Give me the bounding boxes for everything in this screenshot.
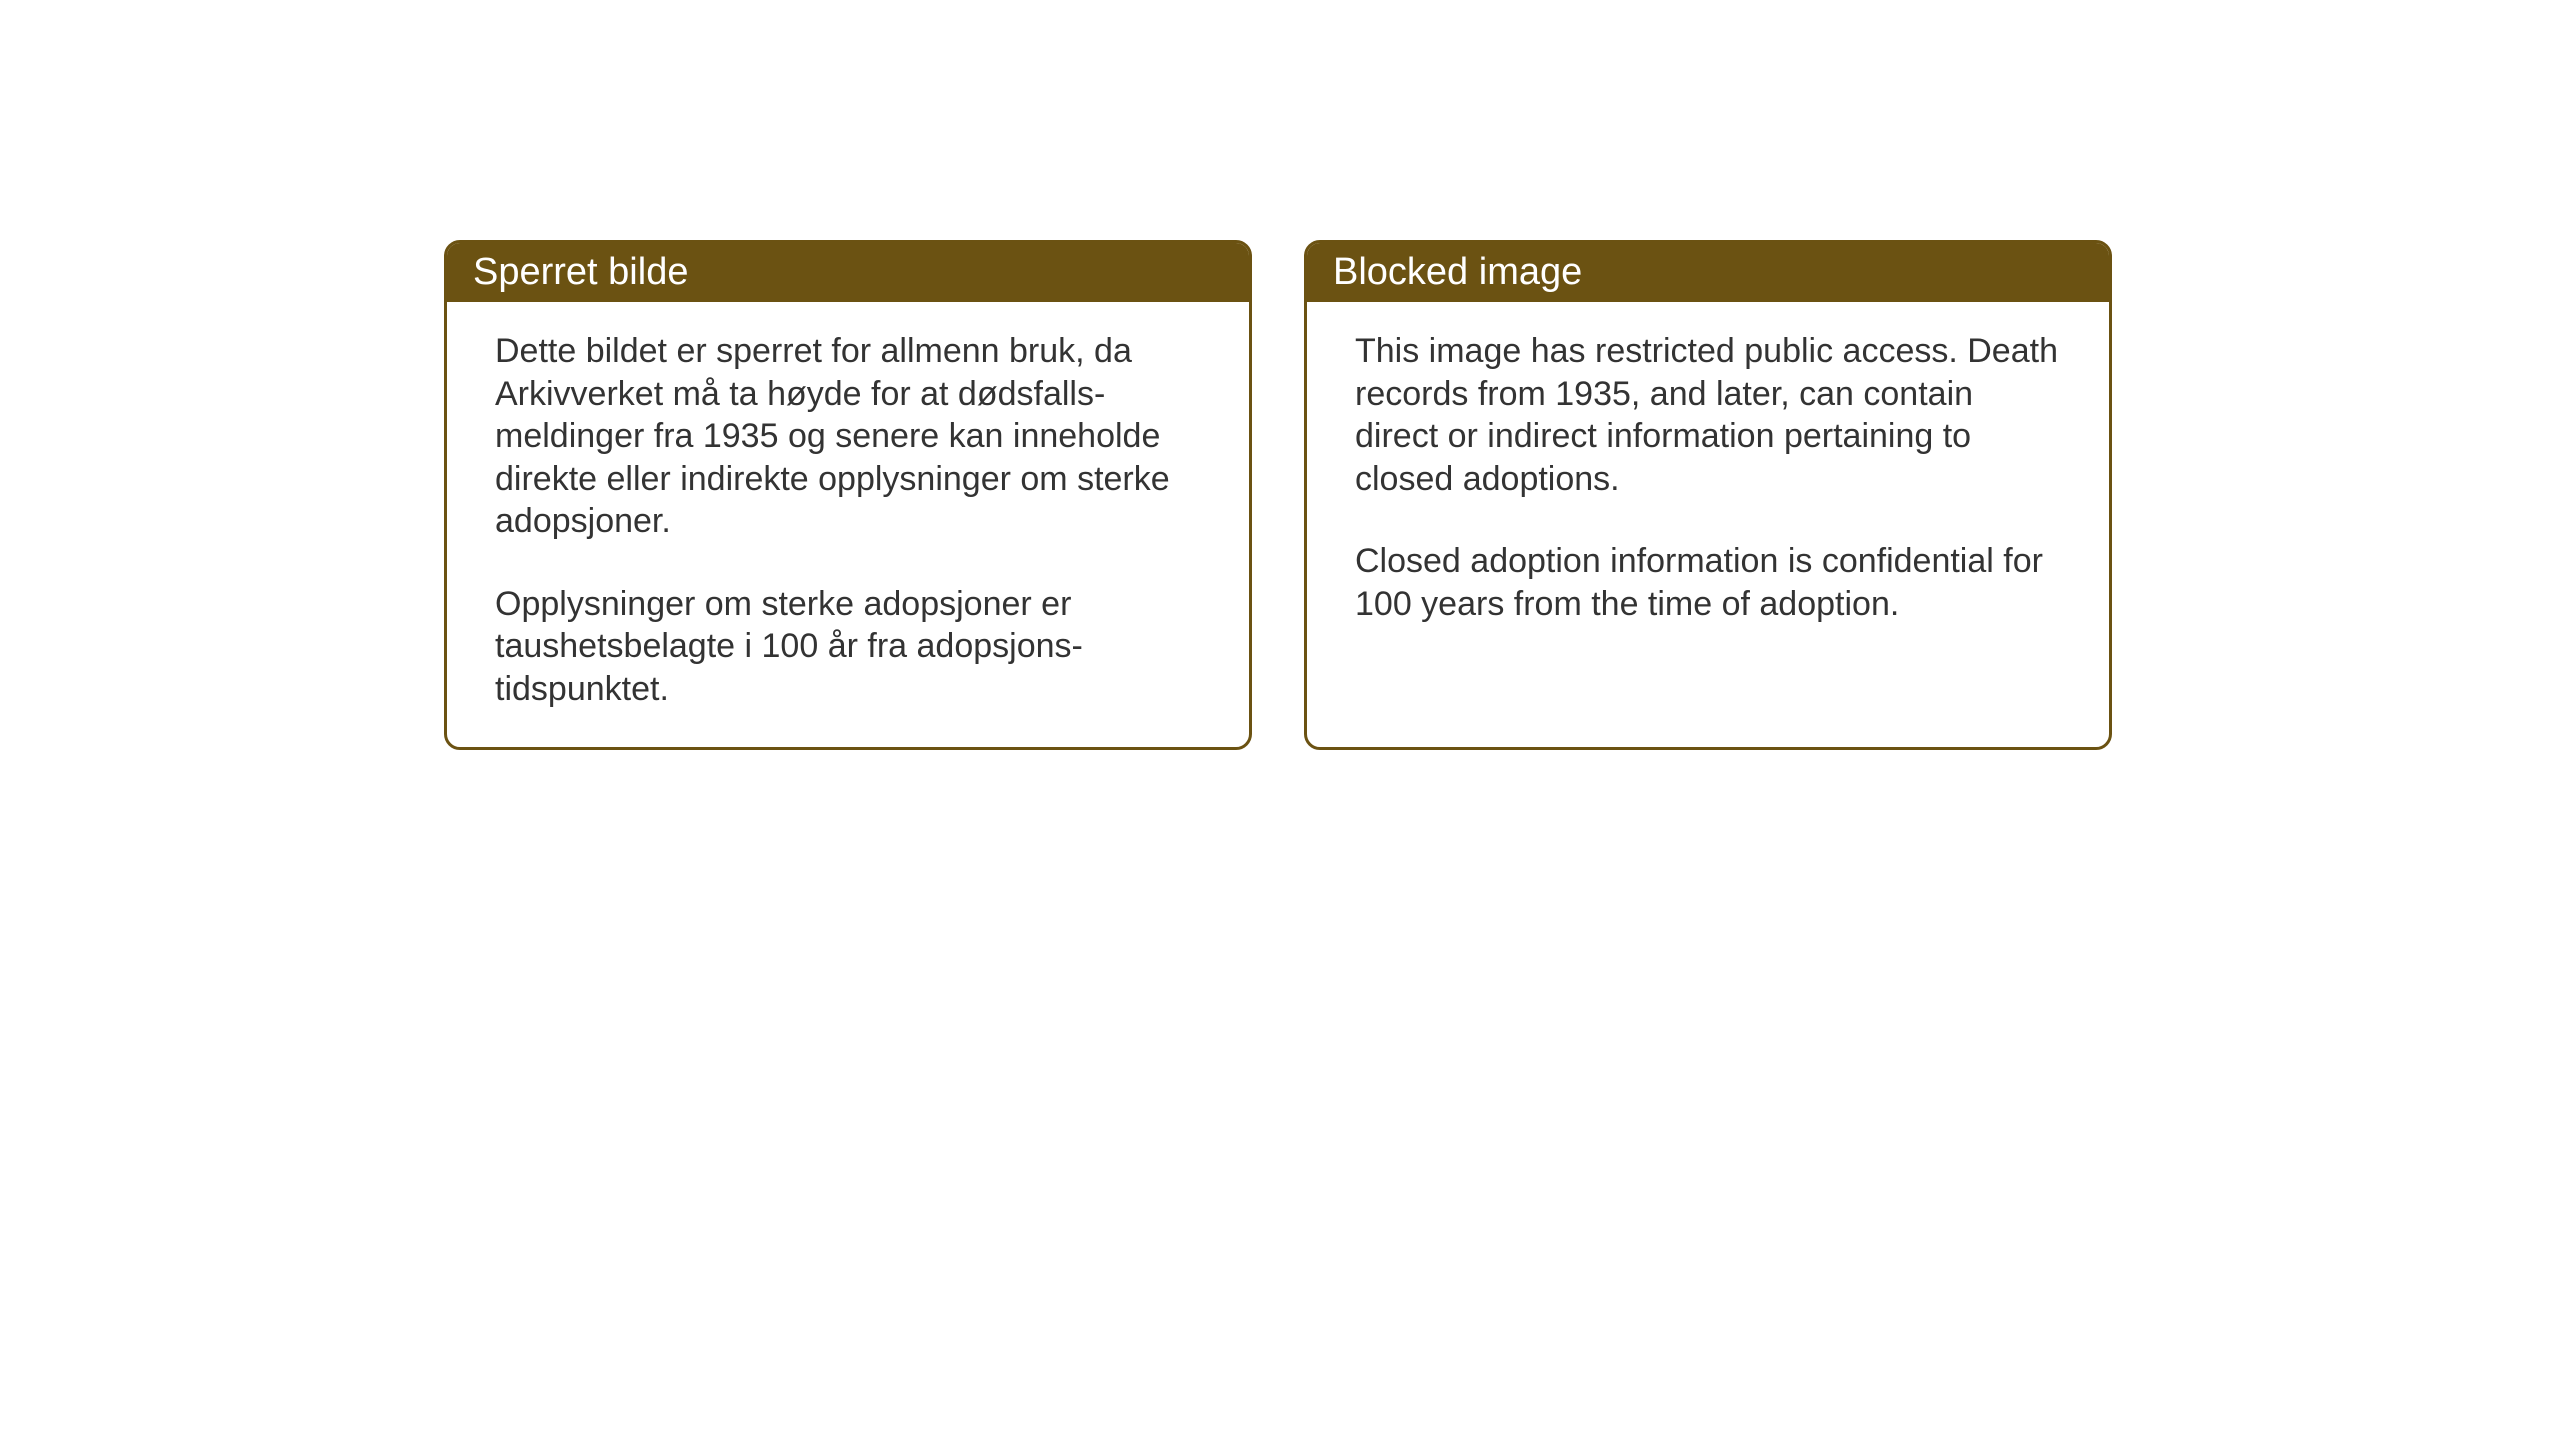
notice-paragraph-norwegian-1: Dette bildet er sperret for allmenn bruk… — [495, 330, 1201, 543]
notice-paragraph-norwegian-2: Opplysninger om sterke adopsjoner er tau… — [495, 583, 1201, 711]
notice-title-norwegian: Sperret bilde — [473, 251, 688, 293]
notice-header-english: Blocked image — [1307, 243, 2109, 302]
notice-header-norwegian: Sperret bilde — [447, 243, 1249, 302]
notice-paragraph-english-2: Closed adoption information is confident… — [1355, 540, 2061, 625]
notice-card-english: Blocked image This image has restricted … — [1304, 240, 2112, 750]
notice-title-english: Blocked image — [1333, 251, 1582, 293]
notice-body-norwegian: Dette bildet er sperret for allmenn bruk… — [447, 302, 1249, 746]
notice-container: Sperret bilde Dette bildet er sperret fo… — [444, 240, 2112, 750]
notice-body-english: This image has restricted public access.… — [1307, 302, 2109, 661]
notice-paragraph-english-1: This image has restricted public access.… — [1355, 330, 2061, 500]
notice-card-norwegian: Sperret bilde Dette bildet er sperret fo… — [444, 240, 1252, 750]
